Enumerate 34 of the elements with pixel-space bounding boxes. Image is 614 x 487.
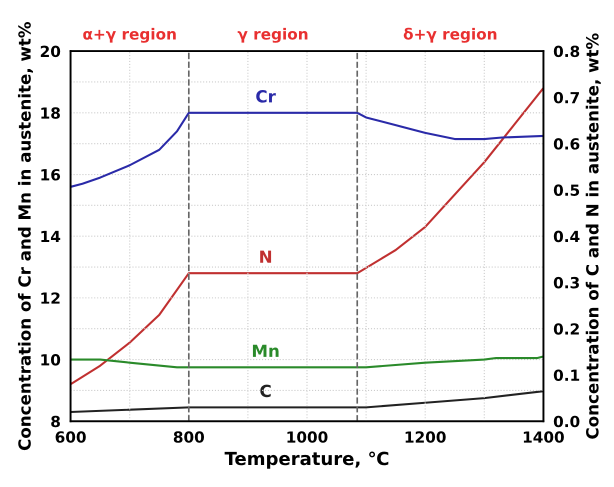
y2-tick-label: 0.3 [554, 276, 579, 288]
x-tick-label: 1400 [524, 431, 564, 443]
line-series [70, 355, 544, 368]
y-tick-label: 8 [51, 416, 60, 428]
line-series [70, 112, 544, 188]
text: γ region [238, 28, 308, 43]
y2-tick-label: 0.0 [554, 416, 580, 428]
y-tick-label: 20 [40, 46, 60, 58]
series-label: C [260, 384, 271, 398]
y-tick-label: 12 [41, 292, 60, 304]
x-tick-label: 600 [56, 431, 86, 443]
x-axis-title: Temperature, ℃ [224, 452, 388, 469]
y2-tick-label: 0.2 [554, 323, 579, 335]
y2-tick-label: 0.5 [554, 184, 580, 196]
line-series [70, 87, 544, 386]
series-label: Mn [252, 344, 279, 357]
x-tick-label: 1000 [287, 431, 328, 443]
y-axis-title: Concentration of Cr and Mn in austenite, wt% [18, 22, 33, 450]
y2-axis-title: Concentration of C and N in austenite, wt% [586, 33, 601, 439]
text: δ+γ region [404, 28, 496, 43]
y-tick-label: 14 [41, 230, 60, 242]
text: α+γ region [83, 28, 176, 43]
y-tick-label: 16 [41, 168, 60, 181]
x-tick-label: 800 [174, 431, 204, 443]
series-label: Cr [256, 90, 276, 103]
series-label: N [260, 250, 272, 263]
y-tick-label: 18 [41, 107, 60, 119]
y2-tick-label: 0.7 [554, 92, 579, 104]
y2-tick-label: 0.6 [554, 138, 580, 150]
x-tick-label: 1200 [406, 431, 446, 443]
y2-tick-label: 0.1 [554, 369, 580, 382]
y2-tick-label: 0.4 [554, 230, 580, 242]
y-tick-label: 10 [41, 354, 60, 366]
y2-tick-label: 0.8 [554, 46, 580, 58]
